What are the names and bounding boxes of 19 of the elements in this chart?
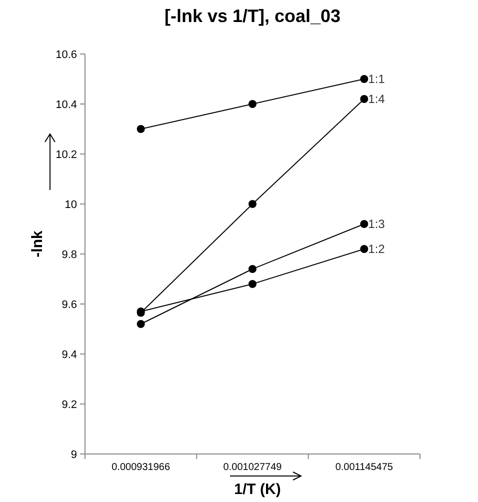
- x-axis-title: 1/T (K): [234, 481, 281, 498]
- x-tick-label: 0.001027749: [223, 462, 282, 473]
- y-tick-label: 10.2: [56, 148, 77, 161]
- chart-title: [-lnk vs 1/T], coal_03: [164, 6, 341, 26]
- x-tick-label: 0.001145475: [335, 462, 394, 473]
- series-label: 1:4: [368, 92, 386, 106]
- y-tick-label: 9.4: [62, 348, 77, 361]
- series-label: 1:3: [368, 217, 386, 231]
- y-tick-label: 9: [70, 448, 77, 461]
- x-tick-label: 0.000931966: [112, 462, 170, 473]
- series-label: 1:1: [368, 72, 386, 86]
- y-tick-label: 10.6: [56, 48, 77, 61]
- y-tick-label: 10: [64, 198, 77, 211]
- y-axis-title: -lnk: [29, 230, 46, 258]
- y-tick-label: 10.4: [56, 98, 77, 111]
- y-tick-label: 9.6: [62, 298, 77, 311]
- y-tick-label: 9.2: [62, 398, 77, 411]
- series-label: 1:2: [368, 242, 386, 256]
- y-tick-label: 9.8: [62, 248, 77, 261]
